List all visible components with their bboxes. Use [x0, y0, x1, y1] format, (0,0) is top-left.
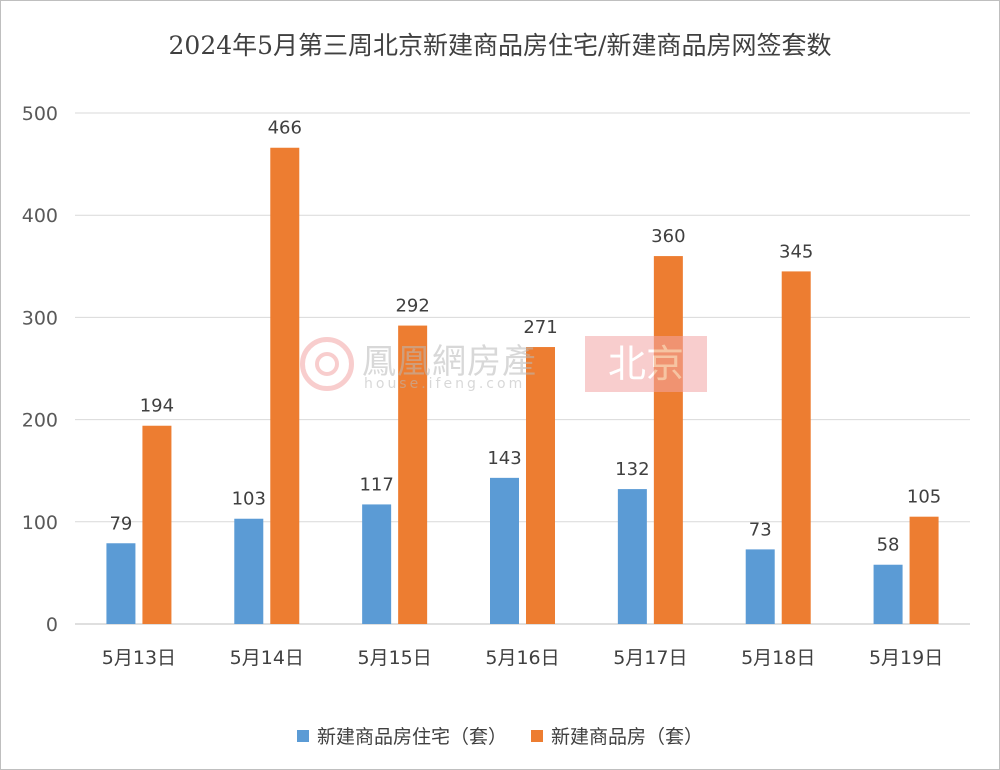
data-label-commercial: 292 — [395, 296, 429, 317]
y-tick-label: 300 — [22, 307, 58, 329]
y-tick-label: 500 — [22, 103, 58, 125]
bar-residential — [362, 504, 392, 624]
bar-commercial — [909, 516, 939, 624]
y-tick-label: 400 — [22, 205, 58, 227]
data-label-residential: 58 — [877, 535, 900, 556]
bar-residential — [745, 549, 775, 624]
data-label-residential: 103 — [232, 489, 266, 510]
legend-label-residential: 新建商品房住宅（套） — [316, 726, 507, 748]
x-tick-label: 5月18日 — [741, 647, 815, 669]
ifeng-logo-icon — [300, 337, 354, 391]
bar-residential — [617, 489, 647, 624]
x-tick-label: 5月14日 — [230, 647, 304, 669]
x-tick-label: 5月13日 — [102, 647, 176, 669]
data-label-residential: 73 — [749, 519, 772, 540]
bar-residential — [106, 543, 136, 624]
watermark-brand: 鳳凰網房產 — [362, 342, 537, 382]
bar-commercial — [781, 271, 811, 624]
bar-commercial — [653, 256, 683, 624]
bar-residential — [490, 477, 519, 624]
data-label-residential: 79 — [109, 513, 132, 534]
y-tick-label: 100 — [22, 512, 58, 534]
legend-item-commercial: 新建商品房（套） — [531, 722, 703, 749]
data-label-residential: 143 — [487, 448, 521, 469]
data-label-commercial: 466 — [268, 118, 302, 139]
data-label-commercial: 194 — [140, 396, 174, 417]
data-label-residential: 132 — [615, 459, 649, 480]
legend-swatch-commercial — [531, 729, 543, 742]
bar-chart: 0 100 200 300 400 500 79 194 5月13日 103 466 5月14日 117… — [22, 103, 970, 669]
x-tick-label: 5月15日 — [358, 647, 432, 669]
watermark-url: house.ifeng.com — [364, 376, 526, 392]
x-tick-label: 5月19日 — [869, 647, 943, 669]
y-tick-label: 0 — [46, 614, 58, 636]
legend-swatch-residential — [296, 729, 309, 742]
x-tick-label: 5月16日 — [485, 647, 559, 669]
bar-commercial — [142, 425, 172, 624]
data-label-commercial: 271 — [523, 317, 557, 338]
bar-commercial — [398, 325, 428, 624]
x-tick-label: 5月17日 — [613, 647, 687, 669]
watermark-city-badge: 北京 — [585, 336, 707, 392]
data-label-commercial: 105 — [907, 487, 941, 508]
bar-residential — [234, 518, 264, 624]
legend-label-commercial: 新建商品房（套） — [551, 726, 704, 748]
chart-title: 2024年5月第三周北京新建商品房住宅/新建商品房网签套数 — [168, 31, 832, 60]
data-label-commercial: 360 — [651, 226, 685, 247]
ifeng-house-watermark: 鳳凰網房產 house.ifeng.com 北京 — [300, 334, 710, 396]
data-label-commercial: 345 — [779, 241, 813, 262]
data-label-residential: 117 — [359, 474, 393, 495]
bar-residential — [873, 564, 903, 624]
chart-legend: 新建商品房住宅（套） 新建商品房（套） — [0, 722, 1000, 749]
y-tick-label: 200 — [22, 410, 58, 432]
bar-commercial — [526, 347, 555, 624]
bar-commercial — [270, 147, 300, 625]
legend-item-residential: 新建商品房住宅（套） — [296, 722, 507, 749]
